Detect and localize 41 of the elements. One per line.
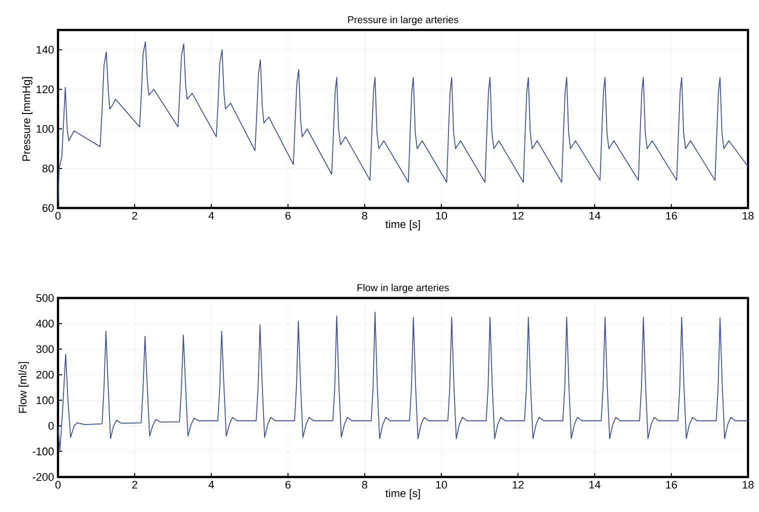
y-tick-label: 0 <box>48 422 54 430</box>
x-tick-label: 14 <box>589 480 600 488</box>
x-tick-label: 8 <box>362 212 368 220</box>
x-tick-label: 16 <box>666 480 677 489</box>
y-tick-label: 140 <box>36 46 54 54</box>
y-tick-label: 100 <box>36 125 54 133</box>
y-tick-label: 400 <box>36 320 54 328</box>
x-tick-label: 18 <box>742 480 754 489</box>
x-axis-title: time [s] <box>386 220 420 230</box>
x-tick-label: 4 <box>208 212 214 220</box>
x-tick-label: 10 <box>436 480 447 489</box>
x-tick-label: 2 <box>132 212 138 220</box>
y-tick-label: 100 <box>36 396 54 404</box>
x-tick-label: 2 <box>132 480 138 489</box>
y-tick-label: -100 <box>32 448 54 456</box>
chart-title: Flow in large arteries <box>358 284 449 294</box>
y-axis-title: Pressure [mmHg] <box>22 77 32 161</box>
x-tick-label: 6 <box>286 480 291 489</box>
x-axis-title: time [s] <box>386 489 420 500</box>
y-axis-title: Flow [ml/s] <box>18 362 29 413</box>
x-tick-label: 12 <box>512 212 524 220</box>
x-tick-label: 8 <box>362 480 368 489</box>
chart-title: Pressure in large arteries <box>348 16 458 26</box>
y-tick-label: -200 <box>32 473 54 481</box>
x-tick-label: 14 <box>589 212 600 220</box>
x-tick-label: 12 <box>512 480 524 489</box>
y-tick-label: 80 <box>42 164 54 172</box>
y-tick-label: 200 <box>36 370 54 379</box>
y-tick-label: 60 <box>42 204 54 212</box>
x-tick-label: 4 <box>208 480 214 488</box>
x-tick-label: 10 <box>436 212 447 220</box>
line-series <box>58 312 748 451</box>
x-tick-label: 0 <box>55 480 61 489</box>
x-tick-label: 18 <box>742 212 754 220</box>
y-tick-label: 120 <box>36 85 54 94</box>
x-tick-label: 6 <box>286 212 291 220</box>
y-tick-label: 500 <box>36 294 54 302</box>
y-tick-label: 300 <box>36 345 54 354</box>
x-tick-label: 0 <box>55 212 61 220</box>
line-series <box>58 41 748 203</box>
x-tick-label: 16 <box>666 212 677 220</box>
